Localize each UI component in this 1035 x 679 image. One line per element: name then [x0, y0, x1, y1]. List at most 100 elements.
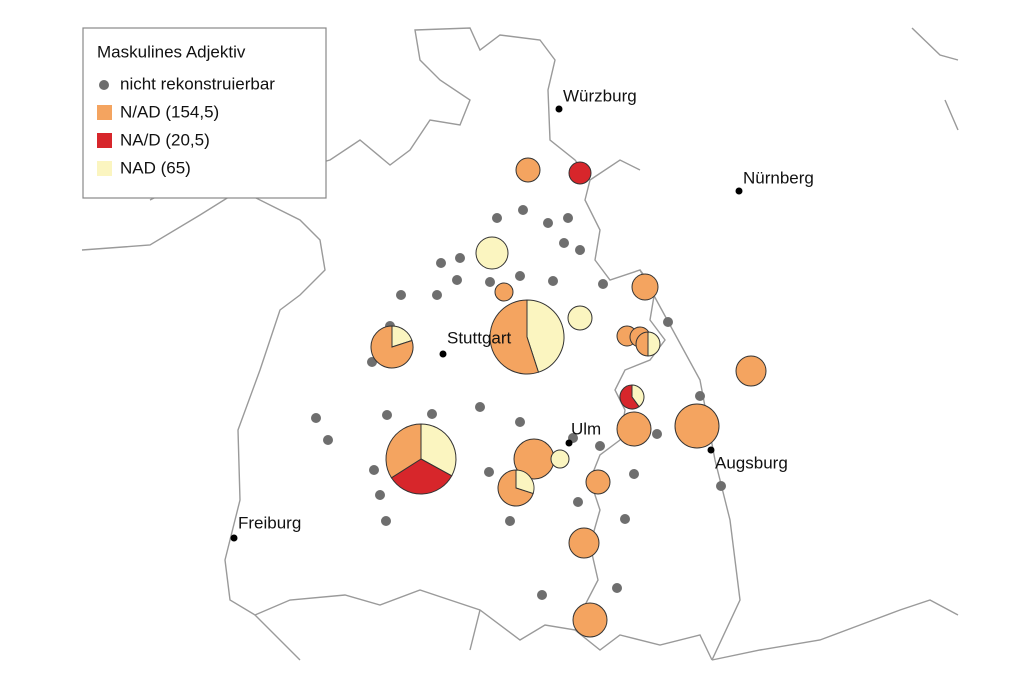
pie-slice [572, 602, 608, 638]
unreconstructable-point [484, 467, 494, 477]
border [574, 629, 713, 661]
pie [635, 331, 661, 357]
legend-label: nicht rekonstruierbar [120, 74, 275, 93]
border [81, 189, 241, 251]
pie [550, 449, 570, 469]
city-marker [230, 534, 238, 542]
pie [385, 423, 457, 495]
unreconstructable-point [663, 317, 673, 327]
pie-slice [616, 411, 652, 447]
unreconstructable-point [492, 213, 502, 223]
legend-box [82, 27, 327, 199]
legend-label: N/AD (154,5) [120, 102, 219, 121]
pie [616, 411, 652, 447]
unreconstructable-point [537, 590, 547, 600]
pie-slice [735, 355, 767, 387]
unreconstructable-point [515, 417, 525, 427]
unreconstructable-point [369, 465, 379, 475]
pie-slice [420, 423, 457, 477]
pie-slice [550, 449, 570, 469]
unreconstructable-point [598, 279, 608, 289]
border [911, 27, 959, 131]
unreconstructable-point [475, 402, 485, 412]
unreconstructable-point [695, 391, 705, 401]
unreconstructable-point [427, 409, 437, 419]
pie-slice [635, 331, 649, 357]
city-marker [565, 439, 573, 447]
pie-slice [494, 282, 514, 302]
legend-swatch [97, 133, 112, 148]
city-label: Nürnberg [743, 168, 814, 187]
pie-slice [370, 325, 414, 369]
unreconstructable-point [452, 275, 462, 285]
pie [489, 299, 565, 375]
pie-slice [619, 384, 640, 410]
pie [515, 157, 541, 183]
unreconstructable-point [455, 253, 465, 263]
city-label: Würzburg [563, 86, 637, 105]
pie [568, 161, 592, 185]
border [589, 159, 641, 181]
unreconstructable-point [573, 497, 583, 507]
city-marker [735, 187, 743, 195]
city-marker [555, 105, 563, 113]
legend-title: Maskulines Adjektiv [97, 42, 246, 61]
legend: Maskulines Adjektiv nicht rekonstruierba… [82, 27, 327, 199]
city-label: Ulm [571, 419, 601, 438]
pie-slice [390, 458, 453, 495]
pie [568, 527, 600, 559]
pie-slice [515, 157, 541, 183]
pie [572, 602, 608, 638]
unreconstructable-point [381, 516, 391, 526]
pie [370, 325, 414, 369]
unreconstructable-point [518, 205, 528, 215]
city-marker [707, 446, 715, 454]
pie-slice [647, 331, 661, 357]
unreconstructable-point [575, 245, 585, 255]
unreconstructable-point [432, 290, 442, 300]
unreconstructable-point [375, 490, 385, 500]
pie [631, 273, 659, 301]
unreconstructable-point [595, 441, 605, 451]
pie [494, 282, 514, 302]
unreconstructable-point [505, 516, 515, 526]
pie-slice [497, 469, 534, 507]
pie-slice [385, 423, 422, 479]
pie-slice [475, 236, 509, 270]
pie [619, 384, 645, 410]
unreconstructable-point [559, 238, 569, 248]
cities: Würzburg Nürnberg Stuttgart Ulm Augsburg Frei… [230, 86, 814, 542]
unreconstructable-point [485, 277, 495, 287]
pie-slice [568, 527, 600, 559]
unreconstructable-point [716, 481, 726, 491]
legend-label: NA/D (20,5) [120, 130, 210, 149]
unreconstructable-point [311, 413, 321, 423]
pie [567, 305, 593, 331]
pie-slice [567, 305, 593, 331]
pie-slice [585, 469, 611, 495]
unreconstructable-point [396, 290, 406, 300]
unreconstructable-point [652, 429, 662, 439]
legend-swatch [97, 105, 112, 120]
city-label: Augsburg [715, 453, 788, 472]
unreconstructable-point [548, 276, 558, 286]
unreconstructable-points [311, 205, 726, 600]
pie-slice [526, 299, 565, 373]
pie-slice [631, 384, 645, 408]
pie [735, 355, 767, 387]
pie-slice [515, 469, 535, 495]
border [254, 609, 481, 661]
city-label: Stuttgart [447, 328, 512, 347]
legend-swatch [97, 161, 112, 176]
unreconstructable-point [612, 583, 622, 593]
pie [497, 469, 535, 507]
unreconstructable-point [543, 218, 553, 228]
unreconstructable-point [563, 213, 573, 223]
unreconstructable-point [382, 410, 392, 420]
unreconstructable-point [629, 469, 639, 479]
unreconstructable-point [323, 435, 333, 445]
city-label: Freiburg [238, 513, 301, 532]
pies [370, 157, 767, 638]
border [711, 599, 959, 661]
